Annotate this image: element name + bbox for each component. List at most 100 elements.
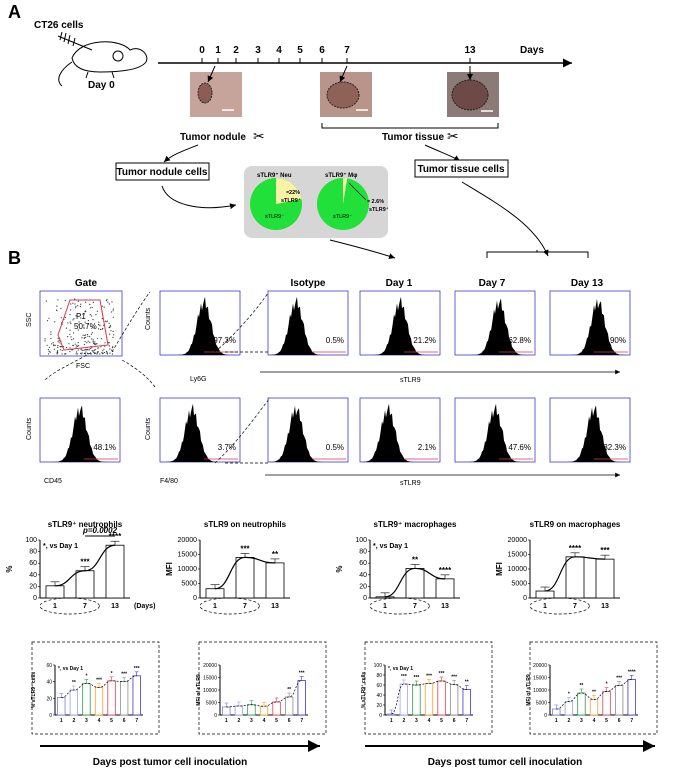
- chart-ytick: 0: [363, 595, 367, 602]
- tumor-tissue-label: Tumor tissue: [382, 132, 444, 143]
- chart-xtick: 2: [237, 718, 240, 724]
- bar-chart-8: MFI of sTLR9 0 5000 10000 15000 20000 1 2 3 4 5 6 7 *…: [526, 663, 638, 724]
- pie-chart-macrophages: [317, 178, 369, 230]
- chart-bar: [614, 685, 624, 716]
- chart-bar: [45, 585, 65, 599]
- chart-trend-line: [61, 675, 137, 698]
- chart-sig-stars: **: [287, 687, 291, 693]
- hist-percent-label: 0.5%: [326, 336, 344, 345]
- chart-sig-stars: ***: [414, 675, 420, 681]
- chart-title: sTLR9⁺ neutrophils: [48, 520, 123, 529]
- chart-trend-line: [214, 556, 276, 590]
- chart-sig-stars: **: [592, 690, 596, 696]
- hist-percent-label: 62.8%: [508, 336, 531, 345]
- gate-p1-pct: 50.7%: [74, 322, 97, 331]
- tumor-nodule-label: Tumor nodule: [180, 132, 246, 143]
- chart-trend-line: [544, 556, 606, 592]
- chart-xtick: 1: [543, 603, 547, 610]
- bar-chart-3: sTLR9⁺ macrophages% 0 20 40 60 80 100 1 7 13 *, vs…: [335, 520, 460, 615]
- chart-sig-stars: ***: [451, 675, 457, 681]
- timeline-tick-label: 0: [199, 45, 205, 56]
- hist-cd45: 48.1%: [39, 397, 121, 463]
- nodule-cells-label: Tumor nodule cells: [117, 167, 208, 178]
- chart-bar: [105, 544, 125, 599]
- day7-13-bracket: [486, 250, 589, 258]
- timeline-tick-label: 5: [297, 45, 303, 56]
- hist-f480: 3.7%: [159, 397, 241, 463]
- chart-xtick: 1: [383, 603, 387, 610]
- tissue-cells-label: Tumor tissue cells: [417, 164, 505, 175]
- chart-xtick: 7: [300, 718, 303, 724]
- chart-xtick: 1: [60, 718, 63, 724]
- chart-sig-stars: **: [272, 550, 279, 559]
- pie2-pos-label-2: sTLR9⁺: [369, 206, 389, 213]
- chart-bar: [405, 568, 425, 599]
- zoom-frame: [364, 641, 493, 735]
- chart-sig-stars: ***: [299, 671, 305, 677]
- row2-xlabel-cd45: CD45: [44, 478, 62, 485]
- chart-title: sTLR9 on macrophages: [530, 520, 621, 529]
- hist-day1-neu: 21.2%: [359, 290, 441, 356]
- chart-bar: [82, 682, 91, 716]
- chart-ytick: 10000: [203, 688, 217, 694]
- gate-p1-label: P1: [76, 312, 86, 321]
- tissue-bracket: [321, 123, 499, 129]
- chart-xtick: 1: [225, 718, 228, 724]
- chart-ylabel: MFI: [165, 562, 174, 576]
- chart-ylabel: MFI: [495, 562, 504, 576]
- gate-xlabel: FSC: [76, 363, 90, 370]
- chart-bar: [565, 556, 585, 599]
- arrow-to-day7-13: [461, 181, 549, 257]
- chart-bar: [272, 701, 281, 716]
- chart-ytick: 5000: [206, 701, 217, 707]
- pie2-leader-line: [348, 182, 367, 201]
- chart-bar: [57, 697, 66, 716]
- col-title-day13: Day 13: [571, 278, 604, 289]
- chart-ytick: 15000: [203, 676, 217, 682]
- chart-title: sTLR9 on neutrophils: [204, 520, 287, 529]
- chart-trend-line: [384, 567, 446, 598]
- chart-xtick: 7: [243, 603, 247, 610]
- chart-ytick: 20: [359, 583, 367, 590]
- scissors-icon-1: ✂: [253, 128, 265, 144]
- zoom-frame: [529, 641, 658, 735]
- chart-xtick: 1: [213, 603, 217, 610]
- chart-bar: [412, 684, 421, 716]
- chart-xtick: 13: [601, 603, 609, 610]
- ct26-cells-label: CT26 cells: [34, 20, 84, 31]
- gate-scatter-plot: [39, 290, 123, 357]
- bar-chart-6: MFI of sTLR9 0 5000 10000 15000 20000 1 2 3 4 5 6 7 *…: [196, 663, 308, 724]
- chart-xtick: 6: [288, 718, 291, 724]
- hist-percent-label: 97.3%: [213, 336, 236, 345]
- chart-ytick: 20: [376, 703, 382, 709]
- arrow-nodule: [163, 144, 199, 163]
- row1-xlabel-ly6g: Ly6G: [190, 376, 206, 383]
- row1-ylabel: Counts: [145, 307, 152, 330]
- pie1-pos-label-1: ≈22%: [286, 190, 300, 196]
- chart-sig-stars: ***: [616, 676, 622, 682]
- col-title-day1: Day 1: [386, 278, 413, 289]
- chart-xtick: 2: [72, 718, 75, 724]
- chart-sig-legend: *, vs Day 1: [58, 666, 83, 672]
- chart-bar: [449, 684, 459, 716]
- chart-ytick: 10000: [533, 688, 547, 694]
- chart-bar: [205, 588, 225, 599]
- pie2-title: sTLR9⁺ Mφ: [325, 172, 358, 179]
- arrow-to-pies: [161, 185, 237, 210]
- chart-sig-stars: *: [111, 671, 113, 677]
- chart-ytick: 5000: [536, 701, 547, 707]
- timeline-tick-label: 7: [344, 45, 350, 56]
- chart-bar: [94, 687, 104, 716]
- timeline-tick-label: 3: [255, 45, 261, 56]
- scissors-icon-2: ✂: [447, 128, 459, 144]
- pie1-pos-label-2: sTLR9⁺: [281, 197, 301, 204]
- chart-bar: [577, 692, 586, 716]
- chart-sig-stars: **: [579, 683, 583, 689]
- chart-ytick: 0: [193, 595, 197, 602]
- chart-ytick: 0: [544, 713, 547, 719]
- hist-ly6g: 97.3%: [159, 290, 241, 356]
- chart-bar: [437, 680, 446, 716]
- chart-xtick: 3: [580, 718, 583, 724]
- arrow-tissue: [424, 144, 461, 162]
- chart-sig-stars: ***: [80, 558, 90, 567]
